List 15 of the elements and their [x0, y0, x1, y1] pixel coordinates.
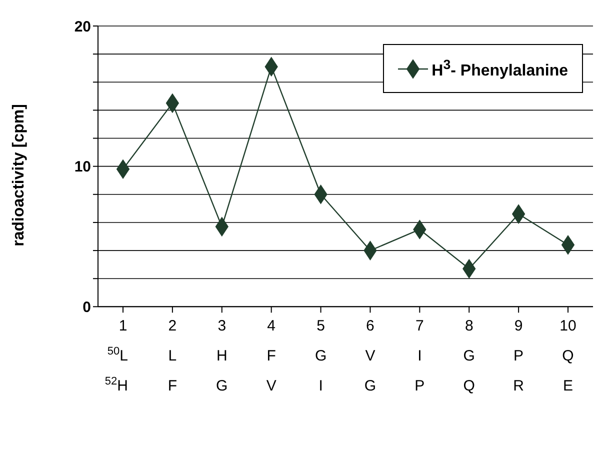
y-tick-label: 20	[74, 18, 91, 36]
x-tick-label: 3 H G	[216, 318, 228, 395]
x-tick-label: 2 L F	[168, 318, 178, 395]
x-tick-label: 6 V G	[364, 318, 376, 395]
x-tick-label: 7 I P	[414, 318, 425, 395]
x-tick-label: 1 $^{50}$L $^{52}$H	[104, 318, 128, 395]
y-tick-label: 0	[82, 298, 91, 316]
legend-label: H$^{3}$- Phenylalanine	[432, 57, 568, 80]
x-tick-label: 5 G I	[314, 318, 327, 395]
x-tick-label: 4 F V	[266, 318, 276, 395]
x-tick-label: 9 P R	[513, 318, 524, 395]
y-axis-title: radioactivity [cpm]	[10, 104, 28, 246]
x-tick-label: 8 G Q	[463, 318, 475, 395]
y-tick-label: 10	[74, 158, 91, 176]
x-tick-label: 10 Q E	[560, 318, 576, 395]
